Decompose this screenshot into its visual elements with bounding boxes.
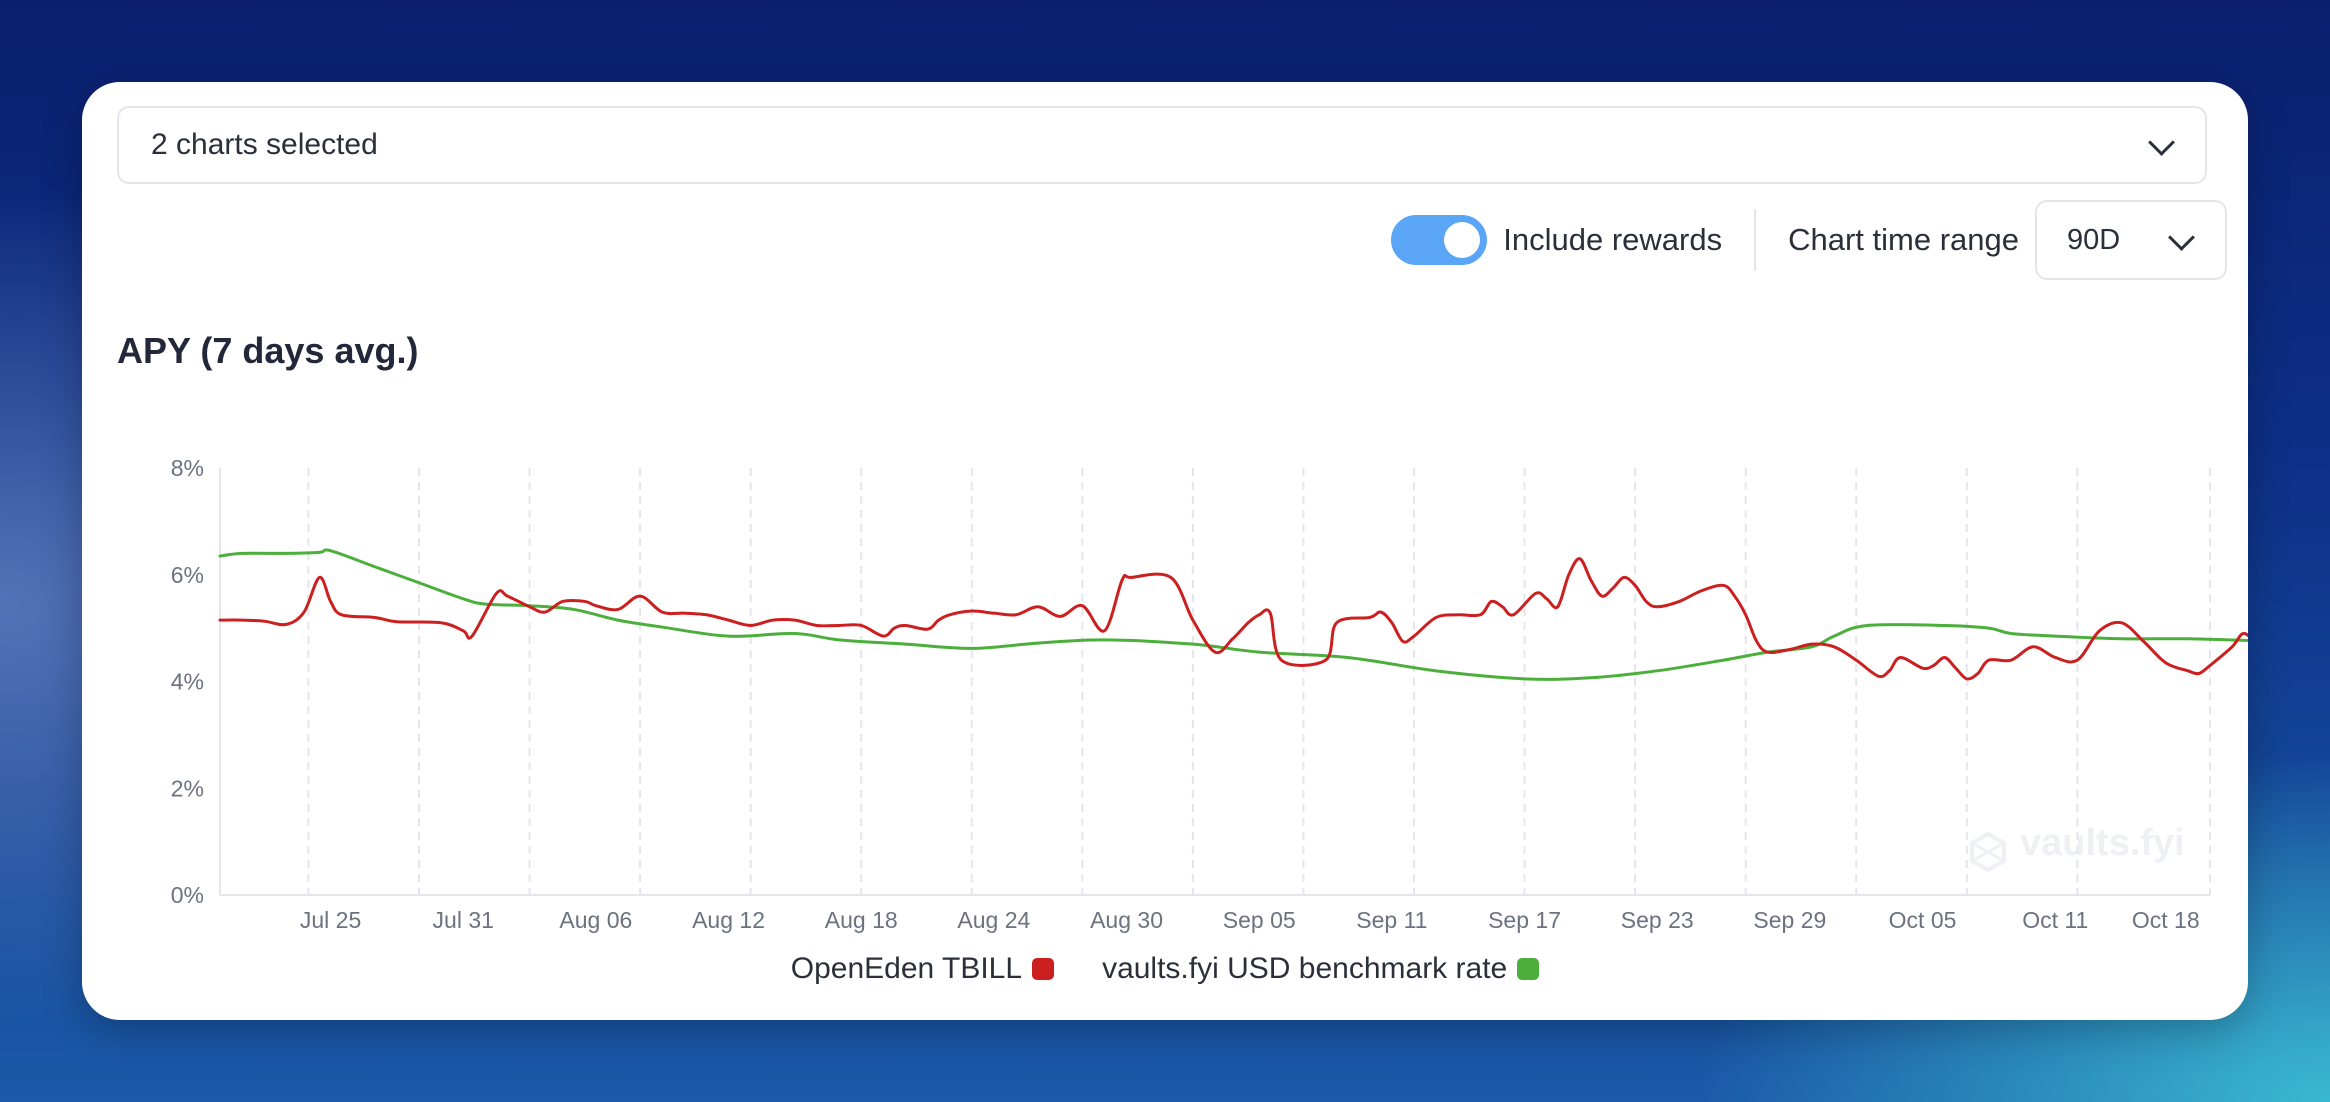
y-tick-label: 2% <box>171 775 204 801</box>
vaults-logo-icon <box>1970 831 2006 873</box>
chart-selector-label: 2 charts selected <box>151 128 378 161</box>
x-tick-label: Oct 05 <box>1889 907 1957 933</box>
x-tick-label: Sep 17 <box>1488 907 1561 933</box>
x-tick-label: Aug 30 <box>1090 907 1163 933</box>
legend-item-tbill[interactable]: OpenEden TBILL <box>790 952 1055 986</box>
chart-legend: OpenEden TBILL vaults.fyi USD benchmark … <box>82 952 2248 986</box>
legend-swatch-tbill <box>1032 958 1055 980</box>
x-tick-label: Sep 11 <box>1356 907 1427 933</box>
legend-label-benchmark: vaults.fyi USD benchmark rate <box>1102 952 1508 985</box>
include-rewards-toggle[interactable] <box>1391 215 1488 265</box>
chart-title: APY (7 days avg.) <box>117 330 419 371</box>
y-tick-label: 8% <box>171 455 204 481</box>
watermark: vaults.fyi <box>1970 822 2185 873</box>
watermark-text: vaults.fyi <box>2020 822 2185 864</box>
x-tick-label: Oct 18 <box>2132 907 2200 933</box>
y-tick-label: 0% <box>171 882 204 908</box>
x-tick-label: Jul 31 <box>433 907 494 933</box>
legend-swatch-benchmark <box>1517 958 1540 980</box>
x-tick-label: Sep 29 <box>1753 907 1826 933</box>
x-tick-label: Sep 23 <box>1621 907 1694 933</box>
x-tick-label: Aug 12 <box>692 907 765 933</box>
controls-divider <box>1754 209 1757 271</box>
logo-stroke <box>1971 841 2005 863</box>
time-range-label: Chart time range <box>1788 222 2019 257</box>
x-tick-label: Oct 11 <box>2022 907 2088 933</box>
chart-controls: Include rewards Chart time range 90D <box>1391 200 2227 280</box>
y-tick-label: 4% <box>171 669 204 695</box>
x-tick-label: Aug 18 <box>825 907 898 933</box>
y-tick-label: 6% <box>171 562 204 588</box>
legend-item-benchmark[interactable]: vaults.fyi USD benchmark rate <box>1102 952 1540 986</box>
legend-label-tbill: OpenEden TBILL <box>790 952 1023 985</box>
chart-selector-dropdown[interactable]: 2 charts selected <box>117 106 2207 184</box>
x-tick-label: Sep 05 <box>1223 907 1296 933</box>
apy-line-chart: vaults.fyi 0% 2% 4% 6% 8% Jul 25 Jul 31 Aug 06 A… <box>171 455 2248 933</box>
x-tick-label: Aug 06 <box>559 907 632 933</box>
toggle-knob <box>1444 222 1481 258</box>
time-range-dropdown[interactable]: 90D <box>2035 200 2227 280</box>
x-tick-label: Jul 25 <box>300 907 361 933</box>
axes: 0% 2% 4% 6% 8% Jul 25 Jul 31 Aug 06 Aug 12 Aug 18… <box>171 455 2210 933</box>
grid-lines <box>307 468 2211 895</box>
series-lines <box>218 548 2248 681</box>
time-range-value: 90D <box>2067 223 2121 256</box>
include-rewards-label: Include rewards <box>1503 222 1723 257</box>
x-tick-label: Aug 24 <box>957 907 1030 933</box>
series-line-benchmark <box>218 548 2248 681</box>
chart-card: 2 charts selected Include rewards Chart … <box>82 82 2248 1020</box>
series-line-tbill <box>218 557 2248 681</box>
